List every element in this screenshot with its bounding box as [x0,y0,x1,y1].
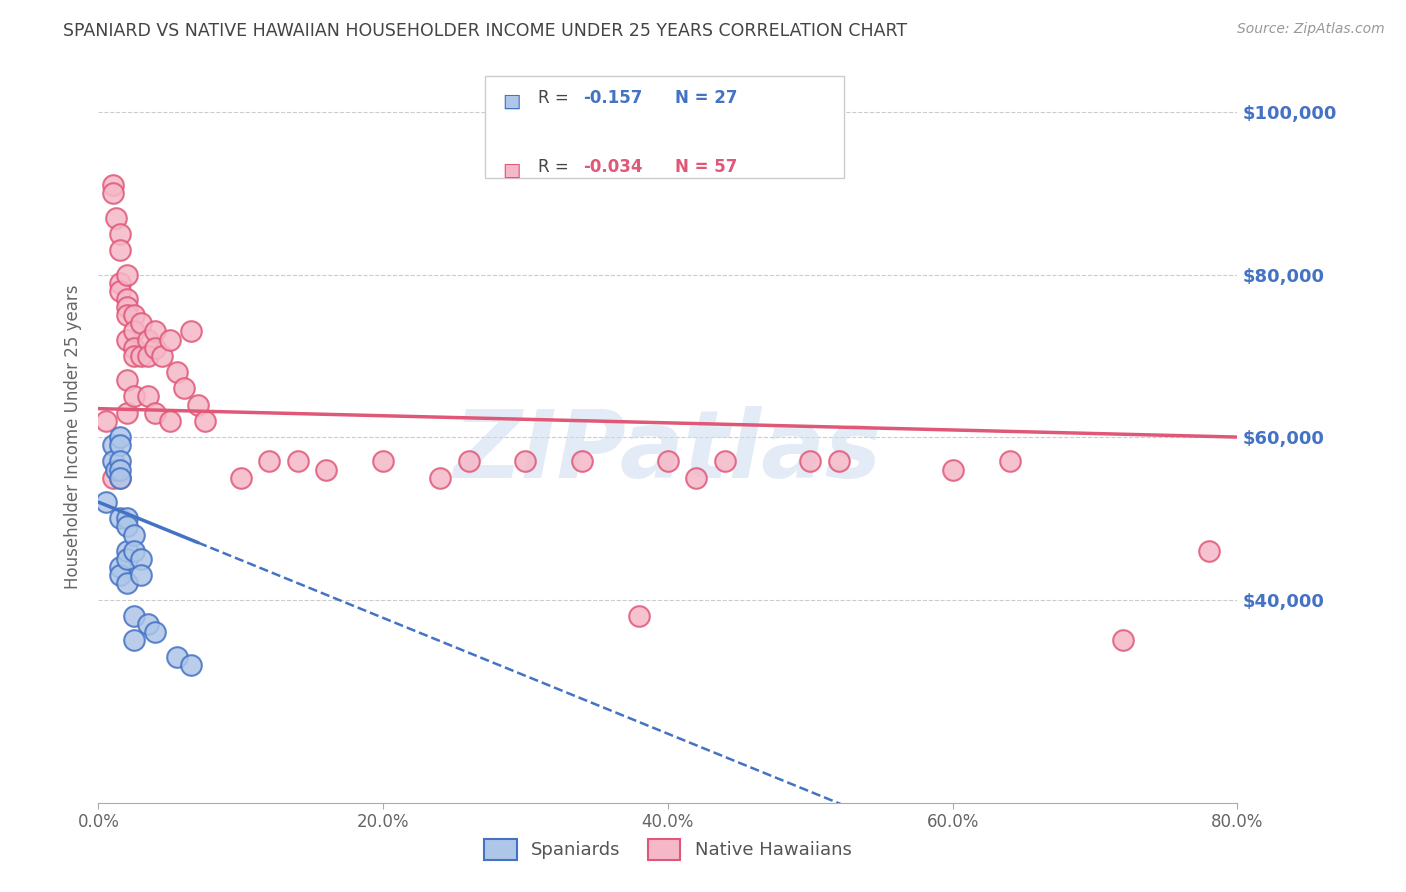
Point [429,471,451,485]
Point [115,544,138,558]
Point [108,568,131,582]
Point [115,300,138,314]
Point [122,608,145,623]
Point [108,560,131,574]
Point [122,341,145,355]
Point [152,349,174,363]
Point [108,462,131,476]
Point [94,495,117,509]
Point [101,186,124,201]
Point [122,527,145,541]
Point [108,438,131,452]
Y-axis label: Householder Income Under 25 years: Householder Income Under 25 years [65,285,83,590]
Text: ■: ■ [502,92,520,111]
Point [180,657,202,672]
Point [628,608,651,623]
Text: Source: ZipAtlas.com: Source: ZipAtlas.com [1237,22,1385,37]
Point [115,406,138,420]
Legend: Spaniards, Native Hawaiians: Spaniards, Native Hawaiians [477,831,859,867]
Point [115,552,138,566]
Point [104,211,127,225]
Point [108,511,131,525]
Point [108,284,131,298]
Point [115,308,138,322]
Point [180,325,202,339]
Text: N = 57: N = 57 [675,158,737,176]
Point [122,308,145,322]
Point [145,325,167,339]
Text: N = 27: N = 27 [675,89,737,107]
Point [129,316,152,330]
Point [101,438,124,452]
Text: -0.157: -0.157 [583,89,643,107]
Point [108,471,131,485]
Point [166,365,188,379]
Point [828,454,851,468]
Text: -0.034: -0.034 [583,158,643,176]
Point [287,454,309,468]
Point [122,325,145,339]
Point [108,454,131,468]
Point [129,552,152,566]
Point [122,389,145,403]
Point [515,454,537,468]
Point [1198,544,1220,558]
Point [129,349,152,363]
Point [101,178,124,193]
Point [101,454,124,468]
Point [115,576,138,591]
Point [122,633,145,648]
Point [115,268,138,282]
Point [229,471,252,485]
Point [115,511,138,525]
Point [1112,633,1135,648]
Point [122,544,145,558]
Point [108,276,131,290]
Point [685,471,707,485]
Point [129,568,152,582]
Point [108,471,131,485]
Point [108,227,131,241]
Text: R =: R = [538,158,569,176]
Point [104,462,127,476]
Point [115,519,138,533]
Point [108,243,131,257]
Point [136,333,159,347]
Point [373,454,395,468]
Point [571,454,593,468]
Point [187,398,209,412]
Text: R =: R = [538,89,569,107]
Point [136,349,159,363]
Text: □: □ [502,161,520,179]
Point [942,462,965,476]
Point [259,454,281,468]
Point [714,454,737,468]
Point [159,414,181,428]
Point [457,454,479,468]
Point [159,333,181,347]
Text: ZIPatlas: ZIPatlas [454,406,882,498]
Point [136,389,159,403]
Point [166,649,188,664]
Point [173,381,195,395]
Point [657,454,679,468]
Text: ■: ■ [502,161,520,179]
Point [136,617,159,632]
Point [115,333,138,347]
Point [145,625,167,640]
Point [799,454,821,468]
Point [122,349,145,363]
Point [101,471,124,485]
Point [998,454,1021,468]
Point [94,414,117,428]
Point [194,414,217,428]
Point [145,341,167,355]
Text: SPANIARD VS NATIVE HAWAIIAN HOUSEHOLDER INCOME UNDER 25 YEARS CORRELATION CHART: SPANIARD VS NATIVE HAWAIIAN HOUSEHOLDER … [63,22,907,40]
Point [108,430,131,444]
Text: □: □ [502,92,520,111]
Point [115,373,138,387]
Point [315,462,337,476]
Point [115,292,138,306]
Point [145,406,167,420]
